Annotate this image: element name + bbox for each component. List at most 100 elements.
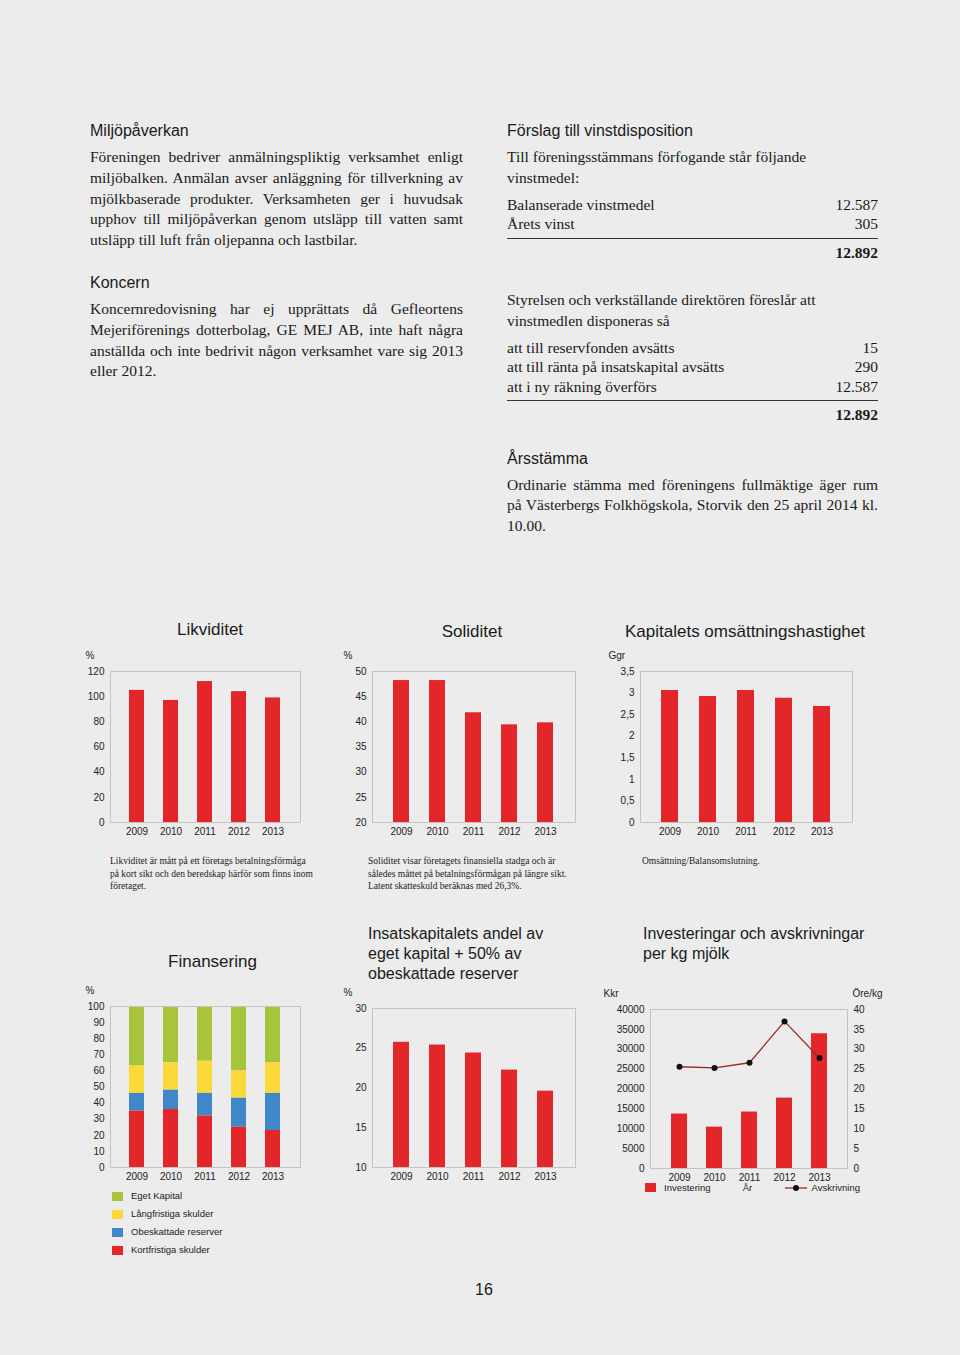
- svg-text:25: 25: [854, 1063, 866, 1074]
- svg-text:5: 5: [854, 1143, 860, 1154]
- html-text:Investeringar och avskrivninga: Investeringar och avskrivningar per kg m…: [643, 925, 865, 962]
- svg-text:25: 25: [355, 792, 367, 803]
- svg-text:10000: 10000: [617, 1123, 645, 1134]
- svg-text:20000: 20000: [617, 1083, 645, 1094]
- svg-text:%: %: [344, 987, 353, 998]
- svg-text:10: 10: [355, 1162, 367, 1173]
- svg-text:2011: 2011: [463, 826, 485, 837]
- svg-text:30000: 30000: [617, 1043, 645, 1054]
- svg-text:20: 20: [854, 1083, 866, 1094]
- svg-text:2013: 2013: [534, 1171, 557, 1182]
- svg-text:2013: 2013: [534, 826, 557, 837]
- svg-text:0: 0: [629, 817, 635, 828]
- svg-text:25: 25: [355, 1042, 367, 1053]
- svg-text:2009: 2009: [390, 1171, 413, 1182]
- svg-text:1,5: 1,5: [621, 752, 635, 763]
- svg-text:%: %: [86, 985, 95, 996]
- svg-text:2010: 2010: [703, 1172, 726, 1183]
- svg-text:2013: 2013: [262, 826, 285, 837]
- html-text:Till föreningsstämmans förfoga: Till föreningsstämmans förfogande står f…: [507, 148, 806, 186]
- svg-text:40: 40: [854, 1004, 866, 1015]
- svg-text:2009: 2009: [126, 826, 149, 837]
- svg-text:3: 3: [629, 687, 635, 698]
- svg-text:60: 60: [93, 1065, 105, 1076]
- html-text:Koncernredovisning har ej uppr: Koncernredovisning har ej upprättats då …: [90, 300, 463, 380]
- svg-text:120: 120: [88, 666, 105, 677]
- svg-text:60: 60: [93, 741, 105, 752]
- svg-text:%: %: [344, 650, 353, 661]
- svg-text:35: 35: [854, 1024, 866, 1035]
- svg-text:2013: 2013: [808, 1172, 831, 1183]
- svg-text:70: 70: [93, 1049, 105, 1060]
- svg-text:2012: 2012: [773, 826, 796, 837]
- svg-text:20: 20: [355, 817, 367, 828]
- svg-text:Kkr: Kkr: [604, 988, 620, 999]
- svg-text:45: 45: [355, 691, 367, 702]
- html-text:Insatskapitalets andel av eget: Insatskapitalets andel av eget kapital +…: [368, 925, 544, 982]
- svg-text:2011: 2011: [739, 1172, 761, 1183]
- svg-text:80: 80: [93, 1033, 105, 1044]
- svg-text:3,5: 3,5: [621, 666, 635, 677]
- svg-text:10: 10: [854, 1123, 866, 1134]
- svg-text:Ggr: Ggr: [609, 650, 626, 661]
- svg-text:0: 0: [639, 1163, 645, 1174]
- svg-text:2012: 2012: [228, 1171, 251, 1182]
- svg-text:100: 100: [88, 1001, 105, 1012]
- svg-text:2012: 2012: [773, 1172, 796, 1183]
- svg-text:35000: 35000: [617, 1024, 645, 1035]
- svg-text:0,5: 0,5: [621, 795, 635, 806]
- svg-text:30: 30: [355, 1003, 367, 1014]
- svg-text:2013: 2013: [262, 1171, 285, 1182]
- svg-text:80: 80: [93, 716, 105, 727]
- svg-text:5000: 5000: [622, 1143, 645, 1154]
- svg-text:15: 15: [355, 1122, 367, 1133]
- svg-text:40000: 40000: [617, 1004, 645, 1015]
- svg-text:Öre/kg: Öre/kg: [852, 988, 882, 999]
- svg-text:30: 30: [355, 766, 367, 777]
- svg-text:20: 20: [355, 1082, 367, 1093]
- svg-text:2011: 2011: [463, 1171, 485, 1182]
- svg-text:50: 50: [355, 666, 367, 677]
- svg-text:%: %: [86, 650, 95, 661]
- svg-text:30: 30: [93, 1113, 105, 1124]
- svg-text:2011: 2011: [735, 826, 757, 837]
- svg-text:0: 0: [99, 1162, 105, 1173]
- svg-text:0: 0: [99, 817, 105, 828]
- svg-text:1: 1: [629, 774, 635, 785]
- svg-text:2010: 2010: [160, 826, 183, 837]
- svg-text:20: 20: [93, 1130, 105, 1141]
- svg-text:2009: 2009: [126, 1171, 149, 1182]
- svg-text:2009: 2009: [390, 826, 413, 837]
- svg-text:0: 0: [854, 1163, 860, 1174]
- svg-text:15000: 15000: [617, 1103, 645, 1114]
- svg-text:35: 35: [355, 741, 367, 752]
- svg-text:90: 90: [93, 1017, 105, 1028]
- svg-text:2011: 2011: [194, 826, 216, 837]
- svg-text:25000: 25000: [617, 1063, 645, 1074]
- html-text:Föreningen bedriver anmälnings: Föreningen bedriver anmälningspliktig ve…: [90, 148, 463, 249]
- svg-text:2009: 2009: [659, 826, 682, 837]
- svg-text:2012: 2012: [498, 1171, 521, 1182]
- svg-text:40: 40: [355, 716, 367, 727]
- svg-text:40: 40: [93, 1097, 105, 1108]
- html-text:Styrelsen och verkställande di: Styrelsen och verkställande direktören f…: [507, 291, 816, 329]
- svg-text:2010: 2010: [426, 1171, 449, 1182]
- svg-text:40: 40: [93, 766, 105, 777]
- svg-text:50: 50: [93, 1081, 105, 1092]
- svg-text:2009: 2009: [668, 1172, 691, 1183]
- svg-text:2010: 2010: [697, 826, 720, 837]
- svg-text:2010: 2010: [426, 826, 449, 837]
- svg-text:2010: 2010: [160, 1171, 183, 1182]
- svg-text:2,5: 2,5: [621, 709, 635, 720]
- svg-text:30: 30: [854, 1043, 866, 1054]
- svg-text:2013: 2013: [811, 826, 834, 837]
- svg-text:15: 15: [854, 1103, 866, 1114]
- svg-text:100: 100: [88, 691, 105, 702]
- html-text:Ordinarie stämma med föreninge: Ordinarie stämma med föreningens fullmäk…: [507, 475, 878, 535]
- svg-text:2012: 2012: [228, 826, 251, 837]
- svg-text:2011: 2011: [194, 1171, 216, 1182]
- svg-text:20: 20: [93, 792, 105, 803]
- svg-text:2: 2: [629, 730, 635, 741]
- svg-text:10: 10: [93, 1146, 105, 1157]
- svg-text:2012: 2012: [498, 826, 521, 837]
